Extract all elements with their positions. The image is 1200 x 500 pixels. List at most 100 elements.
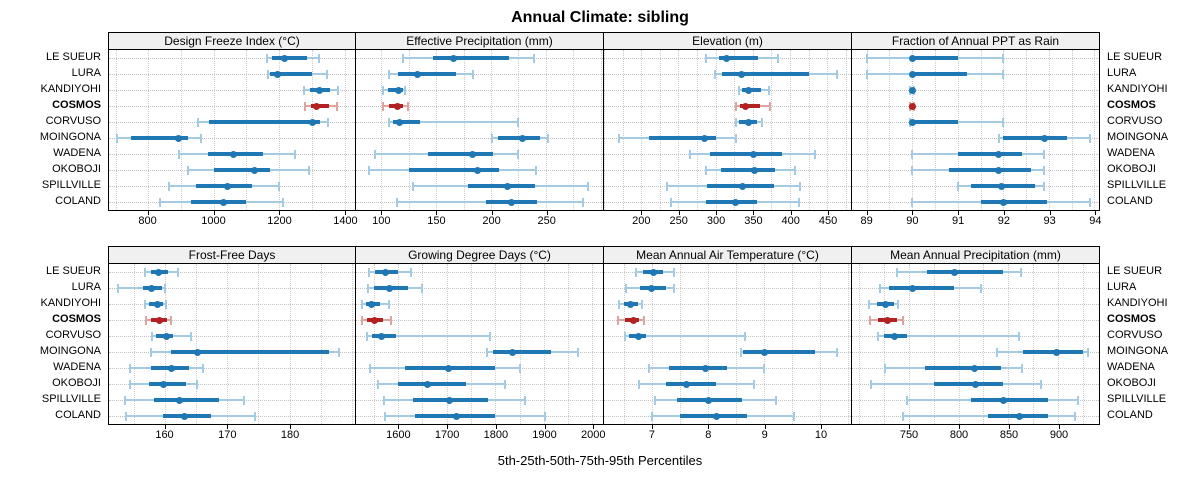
axis-tick-label: 400 (781, 215, 800, 227)
panel-elevation: Elevation (m) 200 250 300 350 400 450 (603, 32, 852, 232)
gridline (568, 264, 570, 424)
median-dot (273, 70, 281, 78)
whisker-cap (865, 53, 868, 63)
row-guide (109, 319, 355, 321)
axis-tick (1049, 211, 1051, 215)
whisker-cap (293, 149, 296, 159)
whisker-cap (734, 101, 737, 111)
station-label: CORVUSO (1107, 115, 1163, 127)
whisker-cap (1002, 69, 1005, 79)
median-dot (712, 412, 720, 420)
whisker-cap (688, 149, 691, 159)
gridline (651, 264, 653, 424)
whisker-cap (335, 101, 338, 111)
whisker-cap (472, 69, 475, 79)
gridline (678, 50, 680, 210)
station-label: COLAND (1107, 195, 1153, 207)
percentile-bar-25-75 (270, 72, 312, 76)
axis-tick-label: 180 (280, 429, 300, 441)
x-axis: 800 1000 1200 1400 (108, 211, 358, 232)
whisker-cap (338, 347, 341, 357)
whisker-cap (1040, 379, 1043, 389)
percentile-bar-25-75 (497, 136, 541, 140)
median-dot (174, 134, 182, 142)
whisker-cap (734, 133, 737, 143)
median-dot (193, 348, 201, 356)
station-label: SPILLVILLE (41, 179, 101, 191)
median-dot (995, 166, 1003, 174)
median-dot (316, 86, 324, 94)
station-label: SPILLVILLE (41, 393, 101, 405)
whisker-cap (865, 69, 868, 79)
row-guide (109, 367, 355, 369)
row-guide (852, 89, 1099, 91)
whisker-cap (365, 331, 368, 341)
median-dot (700, 134, 708, 142)
panel-frame: Design Freeze Index (°C) (108, 32, 356, 211)
gridline (518, 50, 520, 210)
percentile-bar-25-75 (153, 398, 220, 402)
percentile-bar-25-75 (467, 184, 535, 188)
gridline (133, 264, 135, 424)
gridline (227, 264, 229, 424)
station-label: LE SUEUR (1107, 265, 1163, 277)
axis-tick (213, 211, 215, 215)
whisker-cap (1087, 347, 1090, 357)
whisker-cap (794, 165, 797, 175)
whisker-cap (303, 101, 306, 111)
station-label: CORVUSO (45, 115, 101, 127)
axis-tick-label: 450 (818, 215, 838, 227)
whisker-cap (282, 197, 285, 207)
axis-tick (1009, 425, 1010, 429)
whisker-cap (368, 363, 371, 373)
percentile-bar-25-75 (190, 200, 247, 204)
row-guide (109, 335, 355, 337)
whisker-cap (307, 165, 310, 175)
whisker-cap (1021, 363, 1024, 373)
percentile-bar-25-75 (492, 350, 552, 354)
median-dot (368, 300, 376, 308)
median-dot (468, 150, 476, 158)
median-dot (741, 102, 749, 110)
gridline (1083, 264, 1085, 424)
gridline (573, 50, 575, 210)
gridline (707, 264, 709, 424)
axis-tick-label: 1000 (201, 215, 226, 227)
percentile-whisker-5-95 (877, 335, 1020, 337)
row-guide (356, 351, 603, 353)
whisker-cap (404, 85, 407, 95)
gridline (866, 50, 868, 210)
axis-tick (398, 425, 400, 429)
gridline (734, 50, 736, 210)
whisker-cap (792, 411, 795, 421)
whisker-cap (1088, 133, 1091, 143)
axis-tick (546, 211, 548, 215)
median-dot (951, 268, 959, 276)
whisker-cap (648, 363, 651, 373)
whisker-cap (382, 85, 385, 95)
gridline (623, 264, 625, 424)
whisker-cap (813, 149, 816, 159)
whisker-cap (366, 283, 369, 293)
median-dot (744, 86, 752, 94)
median-dot (908, 86, 916, 94)
median-dot (474, 166, 482, 174)
median-dot (396, 118, 404, 126)
whisker-cap (1043, 181, 1046, 191)
axis-tick (164, 425, 166, 429)
gridline (752, 50, 754, 210)
whisker-cap (164, 283, 167, 293)
whisker-cap (753, 379, 756, 389)
axis-tick (491, 211, 493, 215)
panel-title: Mean Annual Precipitation (mm) (852, 247, 1099, 264)
percentile-whisker-5-95 (118, 287, 166, 289)
gridline (519, 264, 521, 424)
axis-tick-label: 900 (1049, 429, 1069, 441)
row-guide (356, 89, 603, 91)
percentile-bar-25-75 (957, 152, 1022, 156)
gridline (845, 50, 847, 210)
median-dot (908, 70, 916, 78)
station-label: KANDIYOHI (40, 83, 101, 95)
whisker-cap (911, 149, 914, 159)
axis-tick-label: 200 (632, 215, 651, 227)
